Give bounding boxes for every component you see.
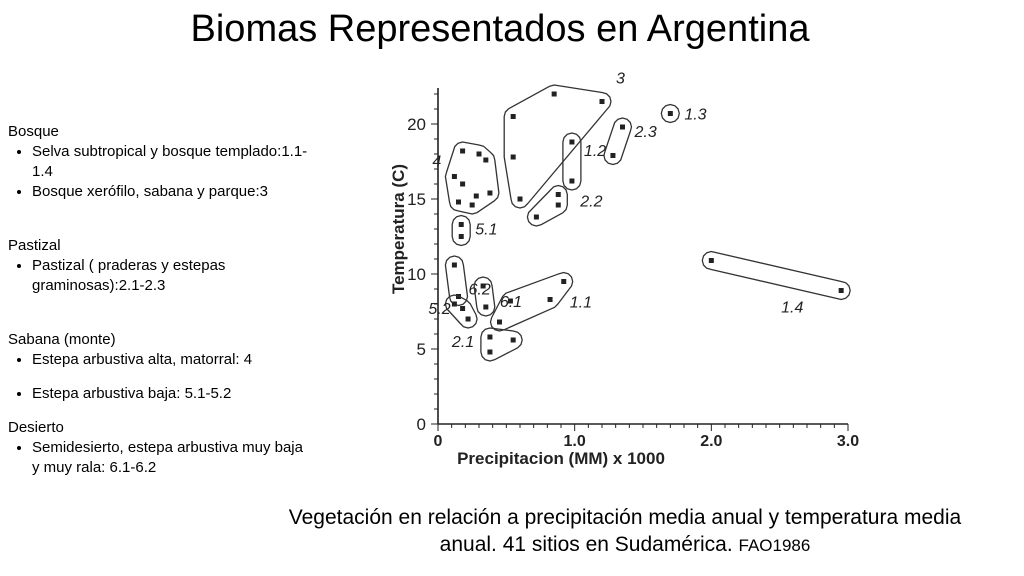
- group-outline: [444, 255, 469, 307]
- data-point: [599, 99, 605, 104]
- list-item: Selva subtropical y bosque templado:1.1-…: [32, 142, 308, 182]
- group-outline: [660, 103, 680, 124]
- data-point: [458, 234, 464, 239]
- caption-text: Vegetación en relación a precipitación m…: [288, 506, 962, 556]
- list-item: Pastizal ( praderas y estepas graminosas…: [32, 256, 308, 296]
- data-point: [483, 157, 489, 163]
- data-point: [483, 304, 489, 310]
- data-point: [497, 319, 502, 325]
- scatter-chart: 0 5 10 15 20 0 1.0 2.0 3.0 Precipitacion (MM) x 1…: [389, 71, 859, 469]
- y-tick-label: 20: [407, 115, 426, 134]
- sabana-heading: Sabana (monte): [8, 331, 116, 348]
- data-point: [460, 306, 466, 311]
- data-point: [551, 91, 557, 97]
- pastizal-heading: Pastizal: [8, 237, 61, 254]
- figure-caption: Vegetación en relación a precipitación m…: [270, 504, 980, 559]
- sabana-list-a: Estepa arbustiva alta, matorral: 4: [8, 350, 308, 370]
- data-point: [458, 222, 464, 227]
- data-point: [667, 111, 673, 116]
- group-label: 1.4: [781, 300, 803, 317]
- group-outline: [526, 184, 568, 227]
- data-point: [510, 337, 516, 343]
- data-point: [469, 202, 475, 208]
- data-point: [620, 124, 625, 130]
- bosque-heading: Bosque: [8, 123, 59, 140]
- data-point: [555, 202, 561, 208]
- x-tick-label: 2.0: [700, 433, 722, 450]
- group-label: 5.1: [475, 222, 497, 239]
- data-point: [561, 279, 567, 284]
- data-point: [487, 190, 493, 196]
- list-item: Estepa arbustiva alta, matorral: 4: [32, 350, 308, 370]
- data-point: [456, 199, 461, 205]
- x-tick-label: 0: [434, 433, 443, 450]
- data-point: [510, 114, 516, 119]
- x-axis-title: Precipitacion (MM) x 1000: [457, 449, 665, 468]
- x-tick-label: 3.0: [837, 433, 859, 450]
- group-outline: [489, 271, 574, 332]
- group-outline: [562, 132, 582, 191]
- group-label: 2.2: [579, 194, 602, 211]
- data-point: [569, 178, 575, 184]
- data-point: [473, 193, 479, 199]
- group-outline: [451, 214, 471, 247]
- y-tick-label: 10: [407, 265, 426, 284]
- scatter-figure: 0 5 10 15 20 0 1.0 2.0 3.0 Precipitacion (MM) x 1…: [376, 62, 866, 472]
- slide-title: Biomas Representados en Argentina: [190, 8, 810, 50]
- group-outline: [444, 294, 478, 329]
- spacer: [8, 310, 308, 330]
- data-point: [460, 181, 466, 187]
- group-label: 3: [616, 71, 625, 88]
- group-outline: [603, 117, 633, 166]
- data-point: [569, 139, 575, 145]
- data-point: [451, 301, 457, 307]
- list-item: Semidesierto, estepa arbustiva muy baja …: [32, 438, 308, 478]
- data-point: [460, 148, 466, 154]
- data-point: [487, 349, 493, 355]
- x-tick-label: 1.0: [564, 433, 586, 450]
- data-point: [487, 334, 493, 340]
- biome-list: Bosque Selva subtropical y bosque templa…: [8, 122, 308, 492]
- group-label: 2.1: [451, 334, 474, 351]
- group-outline: [480, 327, 523, 362]
- caption-source: FAO1986: [738, 536, 811, 555]
- data-point: [517, 196, 523, 202]
- data-point: [838, 288, 844, 293]
- pastizal-list: Pastizal ( praderas y estepas graminosas…: [8, 256, 308, 296]
- y-tick-label: 0: [417, 415, 426, 434]
- desierto-list: Semidesierto, estepa arbustiva muy baja …: [8, 438, 308, 478]
- group-outline: [444, 141, 500, 215]
- y-axis-title: Temperatura (C): [389, 164, 408, 294]
- desierto-heading: Desierto: [8, 419, 64, 436]
- sabana-list-b: Estepa arbustiva baja: 5.1-5.2: [8, 384, 308, 404]
- data-point: [480, 283, 486, 289]
- data-point: [708, 258, 714, 263]
- group-label: 6.2: [469, 282, 491, 299]
- group-label: 4: [432, 154, 441, 171]
- data-point: [533, 214, 539, 220]
- data-point: [510, 154, 516, 160]
- group-label: 1.2: [584, 143, 606, 160]
- spacer: [8, 216, 308, 236]
- data-point: [555, 192, 561, 197]
- data-point: [507, 298, 513, 304]
- data-point: [451, 262, 457, 268]
- group-label: 5.2: [428, 301, 450, 318]
- group-label: 1.3: [684, 107, 706, 124]
- y-tick-label: 5: [417, 340, 426, 359]
- bosque-list: Selva subtropical y bosque templado:1.1-…: [8, 142, 308, 202]
- data-point: [476, 151, 482, 157]
- y-tick-label: 15: [407, 190, 426, 209]
- group-outline: [701, 250, 851, 301]
- data-point: [547, 297, 553, 302]
- list-item: Estepa arbustiva baja: 5.1-5.2: [32, 384, 308, 404]
- group-outline: [473, 276, 496, 317]
- group-label: 1.1: [570, 295, 592, 312]
- data-point: [465, 316, 471, 322]
- data-point: [451, 174, 457, 179]
- data-point: [610, 153, 616, 158]
- list-item: Bosque xerófilo, sabana y parque:3: [32, 182, 308, 202]
- group-label: 2.3: [634, 124, 657, 141]
- group-outline: [503, 84, 612, 209]
